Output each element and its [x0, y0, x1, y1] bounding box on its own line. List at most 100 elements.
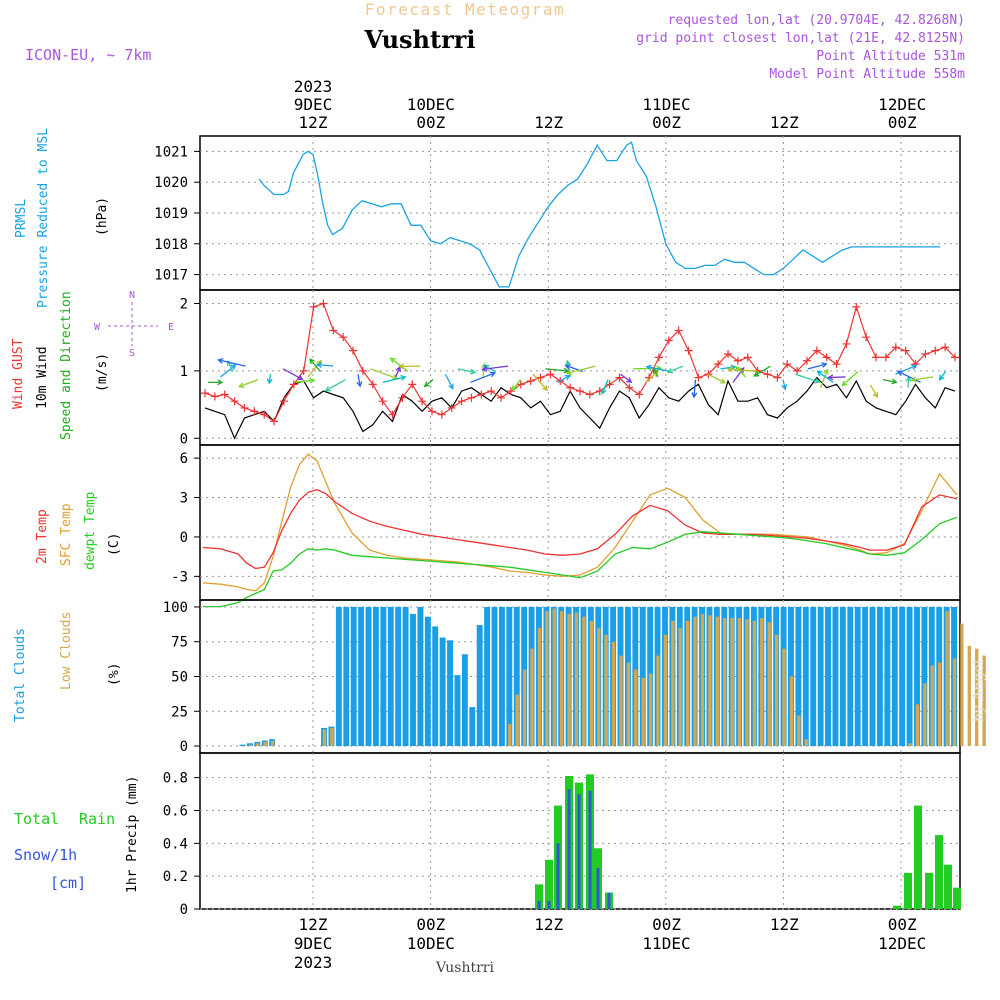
- low-cloud-bar: [663, 634, 668, 747]
- bottom-time-label: 00Z: [416, 915, 445, 934]
- low-cloud-bar: [908, 743, 912, 747]
- gust-marker: [901, 346, 910, 355]
- gust-marker: [497, 393, 506, 402]
- pressure-labels: PRMSL Pressure Reduced to MSL (hPa): [14, 128, 110, 308]
- total-cloud-bar: [335, 606, 342, 747]
- gust-marker: [862, 333, 871, 342]
- low-cloud-bar: [782, 648, 786, 747]
- wind-arrow-head: [316, 359, 323, 366]
- bottom-time-label: 00Z: [652, 915, 681, 934]
- temp-dewpt-label: dewpt Temp: [83, 492, 98, 570]
- gust-marker: [881, 353, 890, 362]
- wind-arrow: [545, 368, 569, 372]
- clouds-tick-label: 100: [163, 600, 188, 616]
- gust-marker: [576, 387, 584, 396]
- gust-marker: [664, 336, 673, 345]
- temp-line-1: [202, 453, 958, 592]
- pressure-tick-label: 1021: [154, 144, 188, 160]
- gust-marker: [398, 393, 407, 402]
- gust-marker: [279, 397, 288, 406]
- rain-bar: [535, 884, 543, 909]
- temp-tick-label: 6: [180, 451, 188, 467]
- compass-s: S: [129, 348, 135, 359]
- cloud-labels: Total Clouds Low Clouds (%): [13, 612, 122, 722]
- bottom-time-label: 11DEC: [642, 934, 690, 953]
- gust-marker: [921, 350, 930, 359]
- low-cloud-bar: [774, 634, 779, 747]
- total-cloud-bar: [402, 606, 409, 747]
- wind-arrow-head: [653, 367, 659, 374]
- wind-arrow-head: [564, 364, 571, 370]
- gust-marker: [516, 380, 525, 389]
- gust-marker: [546, 370, 555, 379]
- prmsl-line: [258, 141, 941, 288]
- total-cloud-bar: [491, 606, 498, 747]
- total-cloud-bar: [484, 606, 491, 747]
- wind-arrow-head: [896, 370, 903, 376]
- wind-arrow: [317, 363, 334, 367]
- low-cloud-bar: [611, 641, 616, 747]
- wind-arrow: [693, 379, 697, 398]
- gust-marker: [210, 392, 219, 401]
- temp-2m-label: 2m Temp: [35, 509, 50, 564]
- top-time-label: 12Z: [299, 113, 328, 132]
- wind-arrow-head: [356, 381, 363, 388]
- precip-tick-label: 0.8: [163, 771, 188, 787]
- wind-arrow-head: [691, 392, 698, 399]
- snow-unit-label: [cm]: [50, 874, 86, 892]
- temp-unit: (C): [107, 533, 122, 556]
- pressure-reduced-label: Pressure Reduced to MSL: [36, 128, 51, 308]
- clouds-panel: 0 25 50 75 100: [163, 599, 986, 755]
- bottom-time-label: 12Z: [770, 915, 799, 934]
- top-time-label: 9DEC: [294, 95, 333, 114]
- gust-marker: [674, 326, 683, 335]
- top-time-label: 12Z: [534, 113, 563, 132]
- wind-arrow-head: [266, 378, 273, 385]
- low-cloud-bar: [634, 669, 638, 747]
- wind-arrow-head: [753, 371, 760, 377]
- low-cloud-bar: [737, 618, 742, 747]
- gust-marker: [299, 366, 308, 375]
- temp-sfc-label: SFC Temp: [59, 503, 74, 566]
- total-cloud-bar: [461, 654, 468, 747]
- gust-marker: [802, 356, 811, 365]
- wind-arrow: [309, 358, 321, 372]
- wind-arrow: [482, 365, 509, 371]
- total-cloud-bar: [372, 606, 379, 747]
- temp-line-2: [203, 516, 958, 608]
- total-cloud-bar: [921, 606, 928, 747]
- low-cloud-bar: [723, 618, 727, 747]
- wind-arrow: [282, 368, 303, 380]
- wind-arrow-head: [400, 375, 407, 381]
- compass-n: N: [129, 290, 135, 301]
- low-cloud-bar: [656, 655, 660, 747]
- gust-marker: [477, 390, 486, 399]
- wind-arrow: [444, 373, 454, 389]
- gust-marker: [250, 407, 259, 416]
- total-label: Total: [14, 810, 59, 828]
- low-cloud-bar: [767, 622, 771, 747]
- wind-arrow-head: [601, 388, 607, 395]
- gust-marker: [842, 339, 851, 348]
- top-time-label: 12DEC: [878, 95, 926, 114]
- clouds-tick-label: 0: [180, 739, 188, 755]
- wind-arrow-head: [827, 374, 834, 381]
- wind-arrow: [382, 376, 406, 383]
- low-cloud-bar: [508, 723, 512, 747]
- low-cloud-bar: [263, 741, 267, 747]
- gust-marker: [832, 360, 841, 369]
- low-cloud-bar: [923, 683, 927, 747]
- gust-marker: [891, 343, 900, 352]
- low-cloud-bar: [545, 611, 549, 747]
- total-cloud-bar: [876, 606, 883, 747]
- total-cloud-bar: [239, 744, 246, 747]
- wind-arrow-head: [423, 381, 430, 388]
- low-cloud-bar: [552, 608, 556, 747]
- total-cloud-bar: [447, 640, 453, 747]
- low-cloud-bar: [745, 619, 749, 747]
- temp-tick-label: 3: [180, 491, 188, 507]
- wind-arrow: [424, 379, 434, 387]
- gust-marker: [793, 366, 802, 375]
- low-cloud-bar: [515, 694, 519, 747]
- point-altitude: Point Altitude 531m: [816, 49, 965, 64]
